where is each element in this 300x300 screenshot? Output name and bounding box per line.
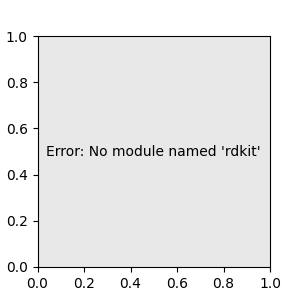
Text: Error: No module named 'rdkit': Error: No module named 'rdkit': [46, 145, 261, 158]
